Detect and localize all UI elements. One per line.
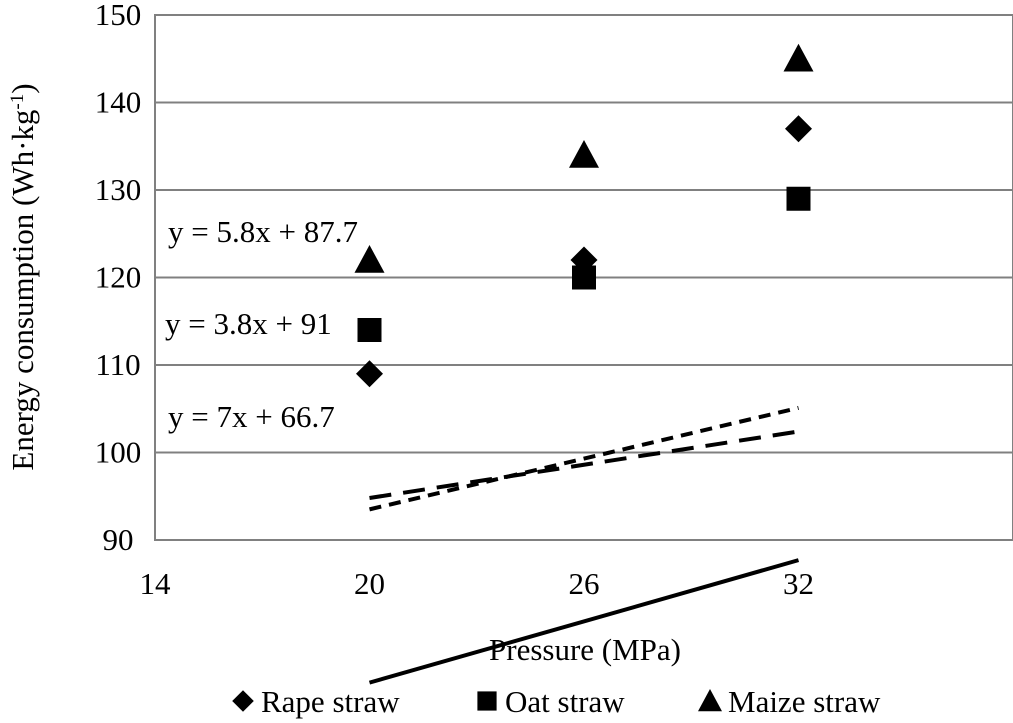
y-axis-label: Energy consumption (Wh·kg-1) — [5, 83, 40, 470]
marker-oat-straw-32 — [786, 186, 811, 211]
x-tick-32: 32 — [783, 566, 814, 601]
legend-marker-oat-straw — [477, 691, 497, 711]
trendline-rape-straw — [368, 558, 800, 685]
x-axis-tick-labels: 14 20 26 32 — [140, 566, 815, 601]
marker-oat-straw-26 — [572, 265, 596, 290]
marker-rape-straw-20 — [356, 360, 383, 388]
x-tick-26: 26 — [569, 566, 600, 601]
y-tick-110: 110 — [95, 347, 140, 382]
equation-rape-straw: y = 7x + 66.7 — [168, 399, 335, 434]
equation-labels: y = 7x + 66.7 y = 3.8x + 91 y = 5.8x + 87.… — [165, 214, 358, 434]
trendlines — [368, 405, 800, 685]
marker-maize-straw-26 — [569, 140, 599, 168]
plot-area-border — [154, 14, 1013, 541]
x-tick-14: 14 — [140, 566, 172, 601]
y-tick-90: 90 — [103, 522, 134, 557]
y-tick-100: 100 — [95, 435, 142, 470]
trendline-maize-straw — [369, 405, 799, 512]
legend-marker-maize-straw — [698, 689, 722, 712]
trendline-oat-straw — [369, 429, 799, 500]
marker-oat-straw-20 — [357, 318, 382, 342]
y-axis-tick-labels: 90 100 110 120 130 140 150 — [95, 0, 142, 557]
marker-maize-straw-20 — [354, 245, 385, 273]
data-markers — [354, 43, 814, 388]
legend-item-rape-straw: Rape straw — [232, 684, 400, 719]
y-tick-150: 150 — [95, 0, 142, 32]
equation-oat-straw: y = 3.8x + 91 — [165, 306, 332, 341]
y-axis-label-superscript: -1 — [7, 94, 28, 110]
marker-maize-straw-32 — [783, 43, 814, 72]
y-tick-140: 140 — [95, 85, 142, 120]
y-tick-120: 120 — [95, 260, 142, 295]
y-axis-label-main: Energy consumption (Wh·kg — [5, 110, 40, 471]
x-tick-20: 20 — [354, 566, 385, 601]
y-axis-label-close: ) — [5, 83, 40, 93]
y-tick-130: 130 — [95, 172, 142, 207]
legend-item-oat-straw: Oat straw — [477, 684, 625, 719]
legend-label-maize-straw: Maize straw — [728, 684, 881, 719]
marker-rape-straw-32 — [785, 115, 812, 143]
x-axis-label: Pressure (MPa) — [489, 632, 681, 667]
legend-item-maize-straw: Maize straw — [698, 684, 881, 719]
legend-label-rape-straw: Rape straw — [261, 684, 400, 719]
legend-label-oat-straw: Oat straw — [505, 684, 625, 719]
legend-marker-rape-straw — [232, 690, 254, 712]
legend: Rape straw Oat straw Maize straw — [232, 684, 881, 719]
equation-maize-straw: y = 5.8x + 87.7 — [168, 214, 358, 249]
